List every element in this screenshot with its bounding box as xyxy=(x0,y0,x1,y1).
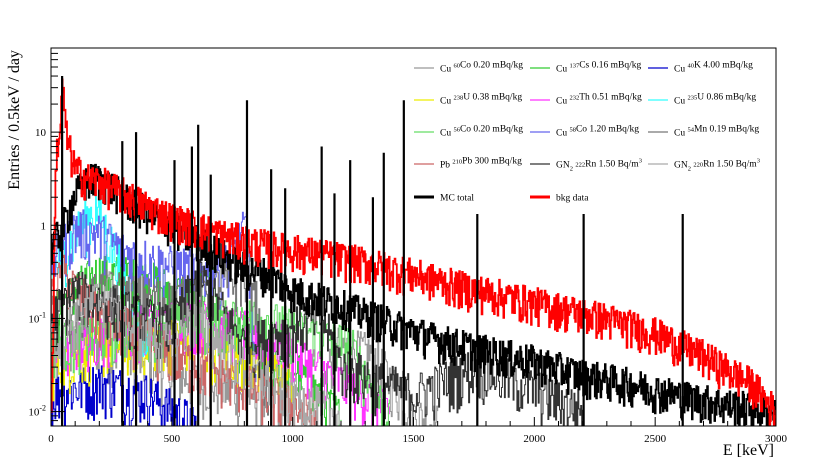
legend-label-10: GN2 222Rn 1.50 Bq/m3 xyxy=(556,158,642,174)
legend-label-3: Cu 238U 0.38 mBq/kg xyxy=(440,93,522,107)
series-9 xyxy=(51,254,318,426)
legend-box xyxy=(408,52,774,214)
legend-label-2: Cu 40K 4.00 mBq/kg xyxy=(674,61,753,75)
x-axis-title: E [keV] xyxy=(723,442,774,459)
y-tick-label-2: 1 xyxy=(41,220,47,232)
series-line-11 xyxy=(51,271,342,426)
legend-label-1: Cu 137Cs 0.16 mBq/kg xyxy=(556,61,641,75)
legend-label-5: Cu 235U 0.86 mBq/kg xyxy=(674,93,756,107)
legend-label-8: Cu 54Mn 0.19 mBq/kg xyxy=(674,125,759,139)
legend-label-11: GN2 220Rn 1.50 Bq/m3 xyxy=(674,158,760,174)
legend-label-4: Cu 232Th 0.51 mBq/kg xyxy=(556,93,642,107)
y-tick-label-0: 10-2 xyxy=(28,404,46,419)
legend: Cu 60Co 0.20 mBq/kg Cu 137Cs 0.16 mBq/kg C… xyxy=(408,52,774,214)
y-tick-label-1: 10-1 xyxy=(28,310,46,325)
legend-label-13: bkg data xyxy=(556,194,589,204)
legend-label-9: Pb 210Pb 300 mBq/kg xyxy=(440,157,522,171)
series-11 xyxy=(51,271,342,426)
legend-label-7: Cu 58Co 1.20 mBq/kg xyxy=(556,125,639,139)
legend-label-12: MC total xyxy=(440,194,474,204)
x-tick-label-2: 1000 xyxy=(282,433,305,445)
series-line-9 xyxy=(51,254,318,426)
legend-label-0: Cu 60Co 0.20 mBq/kg xyxy=(440,61,523,75)
x-tick-label-5: 2500 xyxy=(644,433,667,445)
x-tick-label-3: 1500 xyxy=(403,433,426,445)
legend-label-6: Cu 56Co 0.20 mBq/kg xyxy=(440,125,523,139)
x-tick-label-4: 2000 xyxy=(523,433,546,445)
series-3 xyxy=(51,319,294,411)
axis-layer: 0 500 1000 1500 2000 2500 3000 10-2 10-1 1 10 xyxy=(28,47,788,445)
x-tick-label-0: 0 xyxy=(48,433,54,445)
series-line-3 xyxy=(51,319,294,411)
series-line-13 xyxy=(51,78,776,426)
y-tick-label-3: 10 xyxy=(35,127,47,139)
series-layer xyxy=(51,76,776,426)
y-axis-title: Entries / 0.5keV / day xyxy=(6,50,23,190)
peaks-layer xyxy=(61,76,684,426)
x-tick-label-1: 500 xyxy=(164,433,181,445)
x-tick-label-6: 3000 xyxy=(765,433,788,445)
series-13 xyxy=(51,78,776,426)
